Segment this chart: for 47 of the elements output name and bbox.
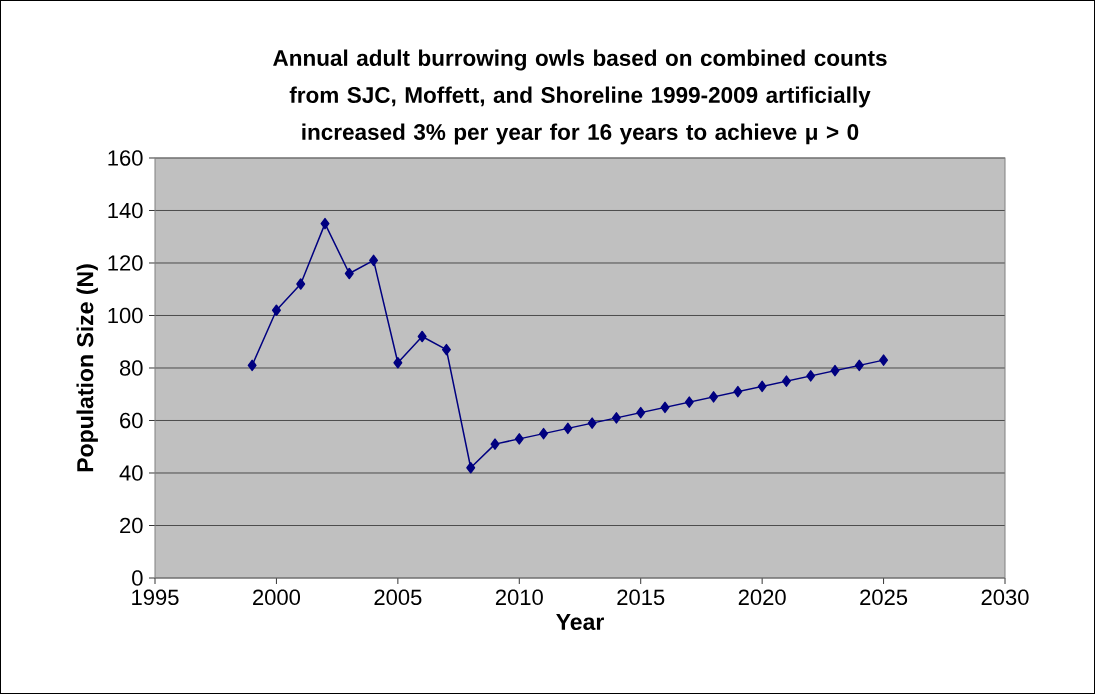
x-tick-label: 2015 xyxy=(617,589,665,606)
point xyxy=(709,391,719,403)
point xyxy=(830,364,840,377)
x-tick-label: 2025 xyxy=(860,589,908,606)
point xyxy=(611,412,621,424)
point xyxy=(636,406,646,419)
y-tick-label: 160 xyxy=(108,150,143,166)
x-tick-label: 2030 xyxy=(981,589,1029,606)
y-tick-label: 40 xyxy=(119,465,143,481)
point xyxy=(684,396,694,408)
y-tick-label: 100 xyxy=(108,307,143,324)
point xyxy=(466,462,476,474)
point xyxy=(490,438,500,450)
point xyxy=(393,357,403,369)
y-tick-label: 120 xyxy=(108,255,143,271)
y-tick-label: 80 xyxy=(119,360,143,376)
point xyxy=(417,330,427,343)
chart-title: Annual adult burrowing owls based on combined counts from SJC, Moffett, and Shoreline 1999-2009 artificially increased 3% per year for 16 years to achieve μ > 0 xyxy=(273,49,887,145)
point xyxy=(757,380,767,393)
y-axis-title: Population Size (N) xyxy=(76,264,98,472)
point xyxy=(296,278,306,290)
point xyxy=(563,422,573,435)
point xyxy=(806,370,816,382)
point xyxy=(271,304,281,316)
point xyxy=(344,267,354,280)
point xyxy=(879,354,889,366)
x-tick-label: 1995 xyxy=(132,589,179,606)
point xyxy=(587,417,597,429)
x-tick-label: 2005 xyxy=(374,589,422,606)
point xyxy=(369,254,379,267)
y-tick-label: 60 xyxy=(120,412,143,429)
point xyxy=(514,433,524,445)
point xyxy=(781,375,791,387)
y-tick-label: 20 xyxy=(120,517,143,534)
point xyxy=(854,359,864,372)
y-tick-label: 0 xyxy=(132,570,143,586)
point xyxy=(441,343,451,356)
point xyxy=(660,401,670,414)
point xyxy=(733,385,743,398)
x-tick-label: 2020 xyxy=(738,589,786,606)
y-tick-label: 140 xyxy=(108,202,143,219)
x-tick-label: 2010 xyxy=(495,589,543,606)
point xyxy=(539,427,549,440)
point xyxy=(247,359,257,372)
x-tick-label: 2000 xyxy=(253,589,301,606)
point xyxy=(320,217,330,230)
x-axis-title: Year xyxy=(556,613,604,631)
